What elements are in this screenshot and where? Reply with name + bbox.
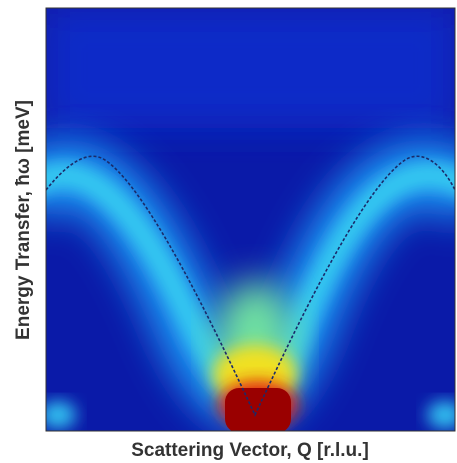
plot-frame [45,7,456,432]
x-axis-label: Scattering Vector, Q [r.l.u.] [131,440,369,461]
y-axis-label: Energy Transfer, ħω [meV] [13,100,34,340]
heatmap-field [46,8,455,431]
